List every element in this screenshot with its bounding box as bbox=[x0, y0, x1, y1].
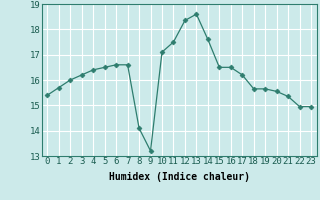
X-axis label: Humidex (Indice chaleur): Humidex (Indice chaleur) bbox=[109, 172, 250, 182]
